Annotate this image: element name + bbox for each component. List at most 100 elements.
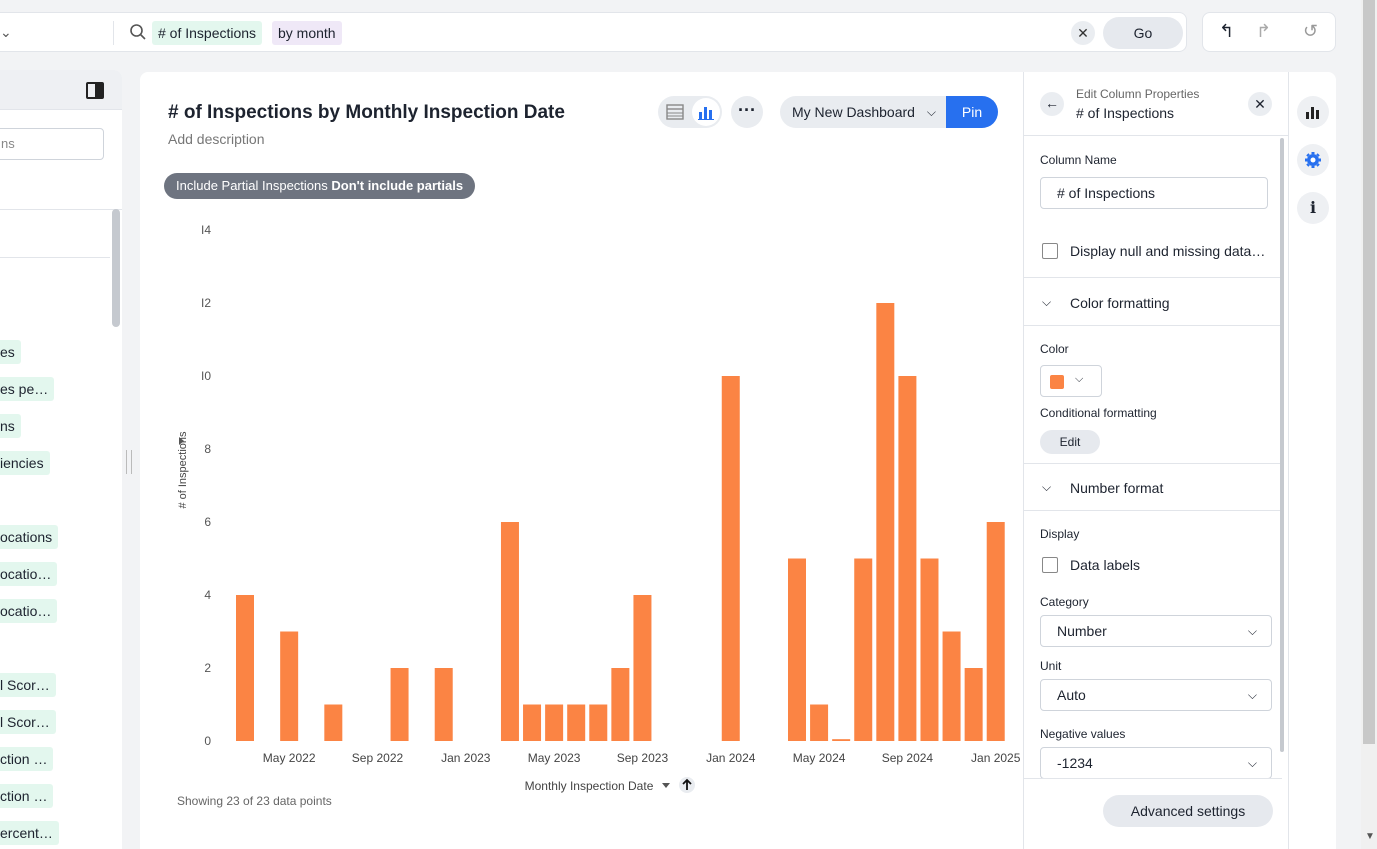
column-item[interactable]: ocatio… [0,599,58,623]
window-scrollbar[interactable]: ▼ [1361,0,1377,849]
y-tick-label: 0 [204,734,211,748]
column-item[interactable]: ercent… [0,821,59,845]
chart-view-button[interactable] [692,98,720,126]
scrollbar-thumb[interactable] [1363,0,1375,744]
column-item[interactable]: es [0,340,21,364]
info-icon[interactable]: i [1297,192,1329,224]
data-labels-checkbox[interactable] [1042,557,1058,573]
filter-chip[interactable]: Include Partial Inspections Don't includ… [164,173,476,199]
chart-bar [942,631,961,741]
column-name-field[interactable]: # of Inspections [1040,177,1268,209]
color-swatch [1050,375,1064,389]
column-item[interactable]: ns [0,414,21,438]
x-tick-label: May 2022 [263,751,316,765]
number-format-section[interactable]: Number format [1070,480,1164,496]
undo-icon[interactable]: ↰ [1219,21,1235,41]
redo-icon[interactable]: ↱ [1256,21,1272,41]
divider [1024,325,1282,326]
x-axis-label: Monthly Inspection Date [525,779,654,793]
category-select[interactable]: Number ⌵ [1040,615,1272,647]
panel-resize-handle[interactable] [126,450,132,474]
display-label: Display [1040,527,1080,541]
clear-search-button[interactable]: ✕ [1071,21,1095,45]
search-bar[interactable]: ⌄ # of Inspections by month ✕ Go [0,12,1187,52]
column-item[interactable]: es pe… [0,377,55,401]
pin-button[interactable]: Pin [946,96,998,128]
display-null-label: Display null and missing data… [1070,243,1266,259]
x-tick-label: May 2024 [793,751,846,765]
negative-values-select-value: -1234 [1057,755,1093,771]
scrollbar[interactable] [112,209,120,327]
close-icon[interactable]: ✕ [1248,92,1272,116]
advanced-settings-button[interactable]: Advanced settings [1103,795,1273,827]
chart-bar [810,704,829,741]
y-tick-label: 6 [204,515,211,529]
column-name-label: Column Name [1040,153,1117,167]
edit-panel-header: ← Edit Column Properties # of Inspection… [1024,72,1288,136]
data-panel: ns es es pe… ns iencies ocations ocatio…… [0,70,122,849]
column-item[interactable]: ocations [0,525,59,549]
color-label: Color [1040,342,1069,356]
filter-label: Include Partial Inspections [176,178,328,193]
column-search-input[interactable]: ns [0,128,104,160]
column-item[interactable]: ction … [0,784,54,808]
chevron-down-icon: ⌵ [1247,624,1257,638]
chevron-down-icon: ⌵ [926,105,936,119]
color-picker[interactable]: ⌵ [1040,365,1102,397]
column-item[interactable]: iencies [0,451,50,475]
category-select-value: Number [1057,623,1107,639]
edit-conditional-button[interactable]: Edit [1040,430,1100,454]
chart-config-button[interactable] [1297,96,1329,128]
more-options-button[interactable]: ··· [731,96,763,128]
chart-bar [920,558,939,741]
chart-bar [633,595,652,741]
back-arrow-icon[interactable]: ← [1040,92,1064,116]
chevron-down-icon[interactable]: ⌵ [1042,295,1052,309]
column-item[interactable]: l Scor… [0,673,56,697]
chart-bar [567,704,586,741]
chart-bar [854,558,873,741]
x-tick-label: Jan 2023 [441,751,491,765]
chart-bar [434,668,453,741]
dashboard-select[interactable]: My New Dashboard ⌵ [780,96,946,128]
reset-icon[interactable]: ↺ [1303,21,1319,41]
chevron-down-icon[interactable]: ⌵ [1042,480,1052,494]
viz-toggle[interactable] [658,96,722,128]
scrollbar[interactable] [1280,138,1284,752]
column-item[interactable]: ction … [0,747,54,771]
data-labels-label: Data labels [1070,557,1141,573]
chart-bar [324,704,343,741]
unit-select[interactable]: Auto ⌵ [1040,679,1272,711]
y-tick-label: 4 [204,588,211,602]
table-view-icon[interactable] [666,103,684,121]
chart-bar [876,303,895,741]
search-token-date[interactable]: by month [272,21,342,45]
chart-bar [986,522,1005,741]
color-formatting-section[interactable]: Color formatting [1070,295,1170,311]
scroll-down-arrow-icon[interactable]: ▼ [1365,831,1375,842]
display-null-checkbox[interactable] [1042,243,1058,259]
column-item[interactable]: ocatio… [0,562,58,586]
x-tick-label: Sep 2024 [882,751,934,765]
search-icon [130,24,146,40]
unit-label: Unit [1040,659,1062,673]
answer-title[interactable]: # of Inspections by Monthly Inspection D… [168,102,565,123]
divider [0,209,122,210]
chevron-down-icon[interactable]: ⌄ [0,24,12,40]
panel-toggle-icon[interactable] [86,82,104,99]
column-item[interactable]: l Scor… [0,710,56,734]
data-points-footnote: Showing 23 of 23 data points [177,794,332,808]
undo-redo-group: ↰ ↱ ↺ [1202,12,1336,52]
chart-bar [832,739,851,741]
right-rail: i [1288,72,1336,849]
answer-card: # of Inspections by Monthly Inspection D… [140,72,1288,849]
search-token-measure[interactable]: # of Inspections [152,21,263,45]
go-button[interactable]: Go [1103,17,1183,49]
y-tick-label: I4 [201,223,211,237]
answer-description[interactable]: Add description [168,131,265,147]
chart-bar [390,668,409,741]
settings-button[interactable] [1297,144,1329,176]
x-tick-label: Jan 2025 [971,751,1021,765]
negative-values-select[interactable]: -1234 ⌵ [1040,747,1272,779]
bar-chart-icon [1306,107,1319,119]
